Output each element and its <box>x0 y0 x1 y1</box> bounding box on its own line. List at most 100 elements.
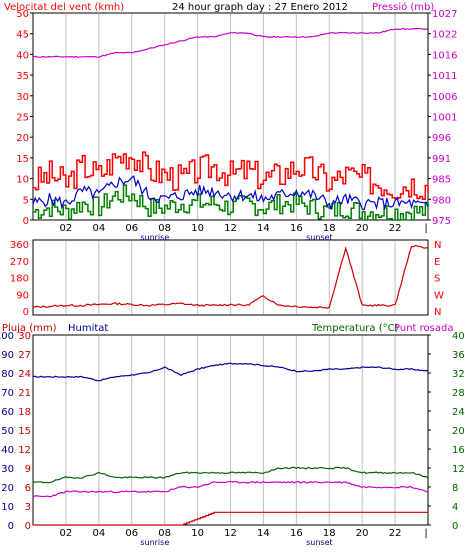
temperature-y-tick: 0 <box>452 521 458 532</box>
wind-direction-line <box>32 244 429 309</box>
panel-direction-frame <box>32 239 429 316</box>
legend-temperature: Temperatura (°C) <box>311 323 399 334</box>
x-tick-label: 10 <box>191 223 204 234</box>
wind-y-tick: 30 <box>16 92 29 103</box>
direction-y-tick: 0 <box>23 307 29 318</box>
direction-y-tick: 270 <box>10 257 29 268</box>
wind-gust-line <box>33 151 429 200</box>
x-tick-label: 12 <box>224 223 237 234</box>
wind-y-tick: 25 <box>16 113 29 124</box>
x-tick-label: 12 <box>224 528 237 539</box>
rain-y-tick: 24 <box>18 369 31 380</box>
wind-y-tick: 10 <box>16 175 29 186</box>
temperature-line <box>32 466 429 484</box>
pressure-y-tick: 985 <box>432 175 451 186</box>
direction-compass-label: S <box>434 274 440 285</box>
humidity-y-tick: 60 <box>1 407 14 418</box>
rain-y-tick: 3 <box>25 502 31 513</box>
humidity-y-tick: 0 <box>8 521 14 532</box>
direction-compass-label: W <box>434 290 444 301</box>
humidity-line <box>32 362 429 382</box>
legend-humidity: Humitat <box>68 323 108 334</box>
pressure-y-tick: 1022 <box>432 30 457 41</box>
x-tick-label-end: | <box>424 528 427 539</box>
rain-y-tick: 9 <box>25 464 31 475</box>
graph-title: 24 hour graph day : 27 Enero 2012 <box>172 2 348 13</box>
direction-compass-label: E <box>434 257 440 268</box>
humidity-y-tick: 80 <box>1 369 14 380</box>
wind-axis-title: Velocitat del vent (kmh) <box>4 2 124 13</box>
direction-y-tick: 90 <box>16 290 29 301</box>
direction-compass-label: N <box>434 307 441 318</box>
temperature-y-tick: 16 <box>452 445 465 456</box>
wind-avg-line <box>32 175 429 211</box>
temperature-y-tick: 28 <box>452 388 465 399</box>
wind-y-tick: 5 <box>23 195 29 206</box>
pressure-y-tick: 1006 <box>432 92 457 103</box>
sunrise-label: sunrise <box>140 233 169 242</box>
wind-y-tick: 45 <box>16 30 29 41</box>
rain-y-tick: 12 <box>18 445 31 456</box>
rain-y-tick: 30 <box>18 331 31 342</box>
x-tick-label: 16 <box>290 528 303 539</box>
wind-y-tick: 15 <box>16 154 29 165</box>
rain-y-tick: 0 <box>25 521 31 532</box>
pressure-y-tick: 980 <box>432 195 451 206</box>
temperature-y-tick: 20 <box>452 426 465 437</box>
x-tick-label: 04 <box>92 528 105 539</box>
wind-y-tick: 50 <box>16 9 29 20</box>
temperature-y-tick: 8 <box>452 483 458 494</box>
x-tick-label: 22 <box>389 223 402 234</box>
x-tick-label: 06 <box>125 528 138 539</box>
wind-min-line <box>33 184 429 221</box>
wind-y-tick: 35 <box>16 71 29 82</box>
humidity-y-tick: 90 <box>1 350 14 361</box>
humidity-y-tick: 40 <box>1 445 14 456</box>
wind-y-tick: 40 <box>16 50 29 61</box>
temperature-y-tick: 24 <box>452 407 465 418</box>
x-tick-label: 02 <box>60 528 73 539</box>
wind-y-tick: 0 <box>23 216 29 227</box>
direction-compass-label: N <box>434 240 441 251</box>
humidity-y-tick: 100 <box>0 331 14 342</box>
legend-dewpoint: Punt rosada <box>394 323 453 334</box>
temperature-y-tick: 12 <box>452 464 465 475</box>
pressure-y-tick: 991 <box>432 154 451 165</box>
temperature-y-tick: 40 <box>452 331 465 342</box>
temperature-y-tick: 4 <box>452 502 458 513</box>
sunset-label: sunset <box>306 233 333 242</box>
sunset-label: sunset <box>306 538 333 547</box>
direction-y-tick: 360 <box>10 240 29 251</box>
direction-y-tick: 180 <box>10 274 29 285</box>
humidity-y-tick: 10 <box>1 502 14 513</box>
x-tick-label: 22 <box>389 528 402 539</box>
humidity-y-tick: 50 <box>1 426 14 437</box>
series-lines <box>32 27 429 526</box>
temperature-y-tick: 32 <box>452 369 465 380</box>
x-tick-label: 06 <box>125 223 138 234</box>
x-tick-label: 14 <box>257 528 270 539</box>
humidity-y-tick: 20 <box>1 483 14 494</box>
legend-rain: Pluja (mm) <box>2 323 57 334</box>
x-tick-label: 10 <box>191 528 204 539</box>
rain-y-tick: 21 <box>18 388 31 399</box>
x-tick-label: 04 <box>92 223 105 234</box>
pressure-y-tick: 1011 <box>432 71 457 82</box>
x-tick-label: 14 <box>257 223 270 234</box>
rain-line <box>33 511 428 526</box>
x-tick-label: 18 <box>323 223 336 234</box>
rain-y-tick: 27 <box>18 350 31 361</box>
pressure-y-tick: 996 <box>432 133 451 144</box>
rain-y-tick: 15 <box>18 426 31 437</box>
x-tick-label: 02 <box>60 223 73 234</box>
rain-y-tick: 6 <box>25 483 31 494</box>
wind-y-tick: 20 <box>16 133 29 144</box>
pressure-line <box>32 27 429 58</box>
x-tick-label: 08 <box>158 223 171 234</box>
x-tick-label-end: | <box>424 223 427 234</box>
pressure-y-tick: 1027 <box>432 9 457 20</box>
pressure-y-tick: 1001 <box>432 113 457 124</box>
